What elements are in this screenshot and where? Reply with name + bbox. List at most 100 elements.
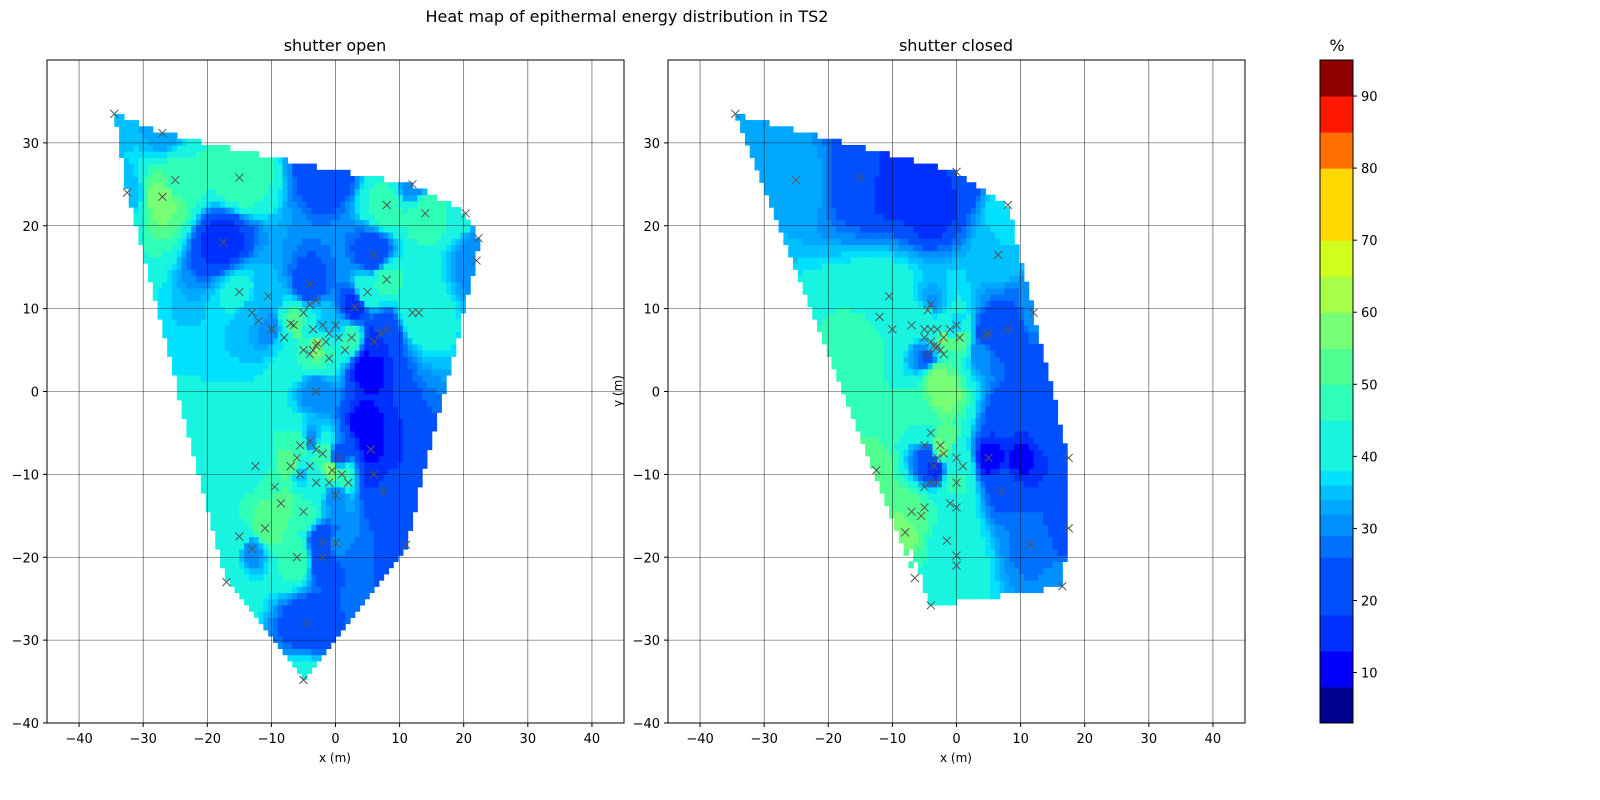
heat-cell bbox=[378, 256, 385, 264]
heat-cell bbox=[210, 318, 216, 326]
heat-cell bbox=[321, 592, 327, 600]
heat-cell bbox=[793, 144, 799, 152]
heat-cell bbox=[325, 300, 332, 308]
heat-cell bbox=[330, 399, 337, 407]
heat-cell bbox=[277, 461, 284, 469]
heat-cell bbox=[181, 144, 188, 152]
heat-cell bbox=[402, 449, 409, 457]
heatmap-shutter-closed: shutter closed −40 −30 −20 −10 0 10 20 30 40 −40… bbox=[611, 36, 1246, 765]
heat-cell bbox=[263, 300, 269, 308]
heat-cell bbox=[143, 231, 149, 239]
heat-cell bbox=[768, 176, 775, 183]
heat-cell bbox=[874, 238, 881, 245]
heat-cell bbox=[325, 312, 332, 320]
heat-cell bbox=[316, 604, 322, 612]
heat-cell bbox=[407, 287, 414, 295]
heat-cell bbox=[340, 449, 346, 457]
heat-cell bbox=[773, 194, 780, 202]
heat-cell bbox=[239, 325, 245, 333]
heat-cell bbox=[321, 331, 327, 339]
heat-cell bbox=[836, 200, 842, 208]
heat-cell bbox=[263, 393, 269, 401]
heat-cell bbox=[783, 238, 789, 245]
heat-cell bbox=[272, 287, 279, 295]
heat-cell bbox=[268, 207, 274, 214]
heat-cell bbox=[268, 580, 274, 587]
heat-cell bbox=[398, 505, 404, 513]
heat-cell bbox=[841, 306, 847, 314]
heat-cell bbox=[239, 505, 245, 513]
heat-cell bbox=[354, 406, 361, 413]
heat-cell bbox=[263, 468, 269, 475]
heat-cell bbox=[422, 430, 428, 438]
heat-cell bbox=[292, 561, 298, 569]
heat-cell bbox=[263, 474, 269, 482]
heat-cell bbox=[301, 275, 308, 283]
heat-cell bbox=[383, 486, 389, 494]
heat-cell bbox=[244, 225, 250, 233]
heat-cell bbox=[191, 381, 197, 388]
heat-cell bbox=[186, 325, 192, 333]
heat-cell bbox=[330, 580, 337, 587]
heat-cell bbox=[874, 244, 881, 252]
heat-cell bbox=[860, 250, 866, 258]
heat-cell bbox=[335, 182, 341, 190]
heat-cell bbox=[186, 343, 192, 351]
heat-cell bbox=[297, 629, 303, 637]
heat-cell bbox=[311, 530, 317, 538]
heat-cell bbox=[869, 157, 876, 165]
heat-cell bbox=[133, 126, 139, 134]
heat-cell bbox=[220, 505, 226, 513]
heat-cell bbox=[277, 586, 284, 594]
heat-cell bbox=[301, 337, 308, 345]
heat-cell bbox=[292, 176, 298, 183]
heat-cell bbox=[783, 138, 789, 146]
heat-cell bbox=[147, 163, 154, 171]
heat-cell bbox=[364, 399, 370, 407]
heat-cell bbox=[812, 306, 818, 314]
heat-cell bbox=[855, 275, 861, 283]
heat-cell bbox=[205, 486, 212, 494]
heat-cell bbox=[277, 611, 284, 618]
heat-cell bbox=[359, 493, 365, 500]
heat-cell bbox=[301, 281, 308, 289]
sample-marker bbox=[340, 345, 350, 355]
heat-cell bbox=[831, 281, 837, 289]
heat-cell bbox=[817, 244, 823, 252]
heat-cell bbox=[268, 511, 274, 519]
heat-cell bbox=[263, 561, 269, 569]
heat-cell bbox=[817, 225, 823, 233]
heat-cell bbox=[797, 188, 804, 196]
heat-cell bbox=[359, 499, 365, 507]
heat-cell bbox=[147, 219, 154, 227]
heat-cell bbox=[263, 542, 269, 550]
heat-cell bbox=[802, 256, 809, 264]
heat-cell bbox=[335, 573, 341, 581]
heat-cell bbox=[398, 263, 404, 270]
heat-cell bbox=[258, 356, 264, 364]
heat-cell bbox=[850, 194, 857, 202]
heat-cell bbox=[773, 213, 780, 221]
heat-cell bbox=[422, 287, 428, 295]
heat-cell bbox=[398, 194, 404, 202]
heat-cell bbox=[354, 362, 361, 370]
heat-cell bbox=[287, 449, 293, 457]
heat-cell bbox=[340, 182, 346, 190]
heat-cell bbox=[821, 188, 828, 196]
heat-cell bbox=[465, 275, 471, 283]
heat-cell bbox=[181, 163, 188, 171]
heat-cell bbox=[306, 424, 313, 432]
heat-cell bbox=[191, 294, 197, 301]
heat-cell bbox=[253, 418, 260, 426]
heat-cell bbox=[128, 169, 135, 177]
heat-cell bbox=[248, 219, 255, 227]
heat-cell bbox=[282, 263, 289, 270]
heat-cell bbox=[349, 207, 356, 214]
heat-cell bbox=[345, 561, 351, 569]
heat-cell bbox=[330, 598, 337, 606]
heat-cell bbox=[330, 281, 337, 289]
heat-cell bbox=[200, 269, 207, 277]
heat-cell bbox=[407, 399, 414, 407]
heat-cell bbox=[388, 337, 394, 345]
heat-cell bbox=[412, 368, 418, 376]
